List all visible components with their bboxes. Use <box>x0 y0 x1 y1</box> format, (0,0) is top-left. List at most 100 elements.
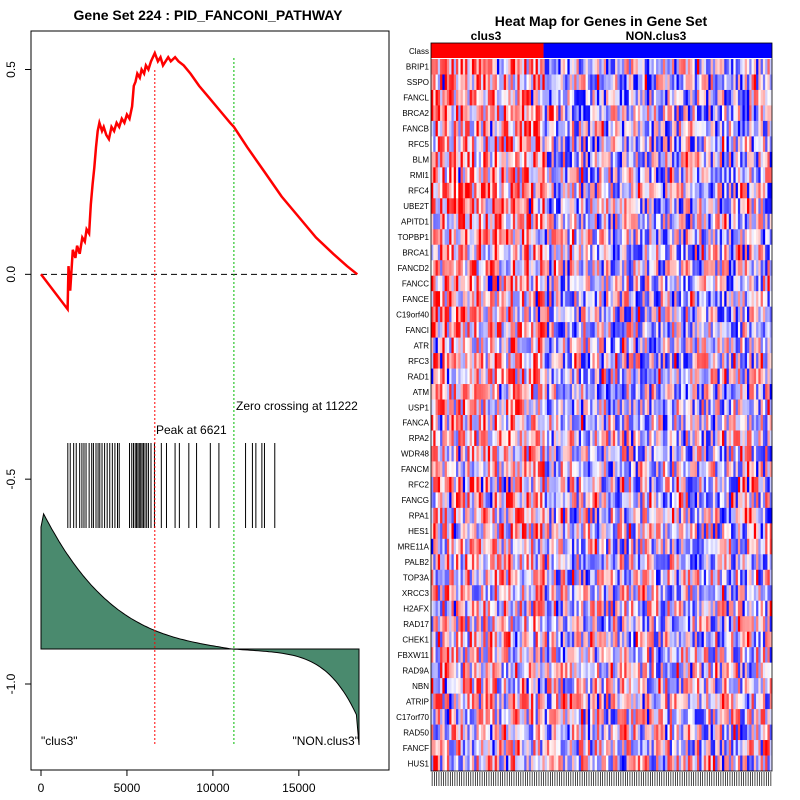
heatmap-cell <box>508 151 511 168</box>
heatmap-cell <box>524 384 527 400</box>
heatmap-cell <box>712 167 716 184</box>
heatmap-cell <box>658 136 661 153</box>
heatmap-cell <box>433 167 436 184</box>
heatmap-cell <box>760 507 764 524</box>
heatmap-cell <box>587 151 591 168</box>
heatmap-cell <box>676 59 680 75</box>
heatmap-cell <box>587 136 591 153</box>
heatmap-cell <box>435 291 439 307</box>
heatmap-cell <box>619 322 623 338</box>
heatmap-cell <box>462 430 466 447</box>
heatmap-cell <box>446 322 450 338</box>
heatmap-cell <box>635 291 639 307</box>
heatmap-cell <box>465 492 468 509</box>
heatmap-cell <box>635 136 639 153</box>
heatmap-cell <box>553 415 557 431</box>
heatmap-cell <box>533 291 536 307</box>
heatmap-cell <box>619 260 623 276</box>
heatmap-cell <box>462 554 466 571</box>
heatmap-cell <box>635 105 639 122</box>
heatmap-cell <box>615 368 618 385</box>
heatmap-cell <box>440 229 443 246</box>
heatmap-cell <box>576 74 580 91</box>
heatmap-cell <box>646 213 650 230</box>
heatmap-cell <box>590 182 593 199</box>
heatmap-cell <box>678 399 682 416</box>
heatmap-cell <box>740 74 743 91</box>
heatmap-cell <box>621 430 625 447</box>
heatmap-cell <box>569 353 573 369</box>
heatmap-cell <box>694 476 698 493</box>
heatmap-cell <box>465 554 468 571</box>
heatmap-cell <box>469 74 473 91</box>
heatmap-cell <box>762 415 766 431</box>
heatmap-cell <box>478 260 482 276</box>
heatmap-cell <box>465 105 468 122</box>
heatmap-cell <box>490 136 493 153</box>
enrichment-plot: Gene Set 224 : PID_FANCONI_PATHWAY 0 5000… <box>4 7 390 795</box>
heatmap-cell <box>531 260 534 276</box>
heatmap-cell <box>717 151 721 168</box>
heatmap-cell <box>467 291 470 307</box>
heatmap-cell <box>556 415 559 431</box>
heatmap-cell <box>508 89 511 106</box>
heatmap-cell <box>744 322 748 338</box>
heatmap-cell <box>660 461 664 478</box>
heatmap-cell <box>753 105 757 122</box>
heatmap-cell <box>624 136 627 153</box>
heatmap-cell <box>717 260 721 276</box>
heatmap-cell <box>526 399 530 416</box>
gene-label: CHEK1 <box>402 635 429 644</box>
heatmap-cell <box>649 244 652 261</box>
heatmap-cell <box>506 229 509 246</box>
heatmap-cell <box>751 445 755 462</box>
heatmap-cell <box>462 120 466 137</box>
heatmap-cell <box>435 260 439 276</box>
heatmap-cell <box>467 275 470 292</box>
heatmap-cell <box>512 151 516 168</box>
heatmap-cell <box>540 105 543 122</box>
heatmap-cell <box>599 445 602 462</box>
heatmap-cell <box>558 213 561 230</box>
heatmap-cell <box>460 198 464 215</box>
heatmap-cell <box>481 198 484 215</box>
heatmap-cell <box>751 368 755 385</box>
heatmap-cell <box>724 507 727 524</box>
heatmap-cell <box>724 461 727 478</box>
heatmap-cell <box>649 74 652 91</box>
heatmap-cell <box>683 384 686 400</box>
heatmap-cell <box>517 507 520 524</box>
heatmap-cell <box>694 182 698 199</box>
heatmap-cell <box>746 322 750 338</box>
heatmap-cell <box>567 337 570 354</box>
heatmap-cell <box>581 445 584 462</box>
heatmap-cell <box>569 89 573 106</box>
heatmap-cell <box>485 136 489 153</box>
heatmap-cell <box>624 260 627 276</box>
heatmap-cell <box>724 430 727 447</box>
heatmap-cell <box>558 476 561 493</box>
heatmap-cell <box>556 74 559 91</box>
heatmap-cell <box>658 476 661 493</box>
heatmap-cell <box>544 538 548 555</box>
heatmap-cell <box>699 492 702 509</box>
heatmap-cell <box>724 260 727 276</box>
heatmap-cell <box>642 337 645 354</box>
heatmap-cell <box>465 89 468 106</box>
heatmap-cell <box>474 59 477 75</box>
heatmap-cell <box>726 151 730 168</box>
heatmap-cell <box>590 105 593 122</box>
heatmap-cell <box>744 136 748 153</box>
heatmap-cell <box>519 275 523 292</box>
heatmap-cell <box>753 59 757 75</box>
heatmap-cell <box>440 105 443 122</box>
heatmap-cell <box>699 461 702 478</box>
heatmap-cell <box>460 182 464 199</box>
heatmap-cell <box>758 523 761 540</box>
heatmap-cell <box>558 415 561 431</box>
heatmap-cell <box>571 322 575 338</box>
heatmap-cell <box>653 136 657 153</box>
heatmap-cell <box>744 198 748 215</box>
heatmap-cell <box>440 291 443 307</box>
